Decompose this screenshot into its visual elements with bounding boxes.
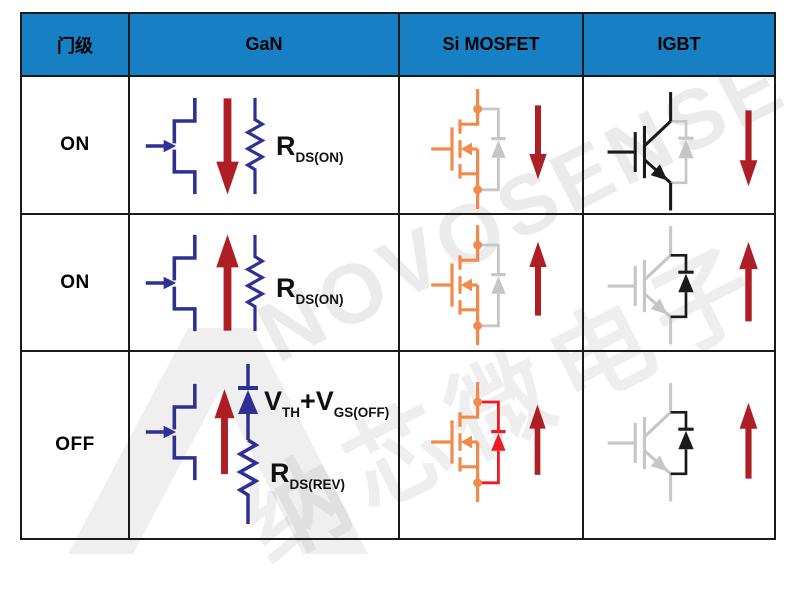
cell-si-mosfet-row1: [400, 77, 584, 215]
header-si-mosfet-label: Si MOSFET: [442, 34, 540, 54]
current-up-arrow-icon: [526, 402, 549, 478]
rdson-label: RDS(ON): [276, 131, 344, 165]
si-mosfet-icon: [429, 225, 508, 345]
header-gan-label: GaN: [245, 34, 283, 54]
cell-si-mosfet-row3: [400, 352, 584, 538]
header-gan: GaN: [130, 14, 400, 77]
gan-transistor-icon: [144, 96, 197, 196]
cell-si-mosfet-row2: [400, 215, 584, 352]
igbt-icon: [606, 90, 696, 212]
comparison-diagram: NOVOSENSE 纳芯微电子 门级 GaN Si MOSFET IGBT ON…: [20, 12, 790, 583]
cell-gate-state-row1: ON: [22, 77, 130, 215]
header-igbt-label: IGBT: [657, 34, 701, 54]
antiparallel-diode-icon: [669, 410, 696, 476]
current-up-arrow-icon: [214, 231, 241, 335]
current-up-arrow-icon: [736, 239, 761, 325]
cell-gan-row1: RDS(ON): [130, 77, 400, 215]
gan-transistor-icon: [144, 233, 197, 333]
body-diode-icon: [479, 243, 508, 328]
gate-state-label: ON: [60, 271, 90, 293]
vth-vgsoff-label: VTH+VGS(OFF): [264, 386, 390, 420]
cell-igbt-row1: [584, 77, 774, 215]
body-diode-conducting-icon: [479, 400, 508, 485]
antiparallel-diode-icon: [669, 253, 696, 319]
current-down-arrow-icon: [214, 94, 241, 198]
resistor-icon: [246, 96, 264, 196]
current-down-arrow-icon: [526, 102, 550, 182]
header-gate-level: 门级: [22, 14, 130, 77]
rdson-label: RDS(ON): [276, 273, 344, 307]
gan-transistor-icon: [144, 382, 197, 482]
header-igbt: IGBT: [584, 14, 774, 77]
si-mosfet-icon: [429, 89, 508, 209]
current-up-arrow-icon: [736, 400, 761, 482]
comparison-table: 门级 GaN Si MOSFET IGBT ON RDS(ON): [20, 12, 776, 540]
cell-gate-state-row3: OFF: [22, 352, 130, 538]
current-up-arrow-icon: [212, 386, 237, 478]
antiparallel-diode-icon: [669, 119, 696, 185]
cell-igbt-row2: [584, 215, 774, 352]
header-gate-level-label: 门级: [57, 35, 93, 56]
header-si-mosfet: Si MOSFET: [400, 14, 584, 77]
igbt-icon: [606, 224, 696, 346]
current-up-arrow-icon: [526, 239, 550, 319]
cell-gan-row2: RDS(ON): [130, 215, 400, 352]
body-diode-icon: [479, 107, 508, 192]
si-mosfet-icon: [429, 382, 508, 502]
cell-igbt-row3: [584, 352, 774, 538]
cell-gate-state-row2: ON: [22, 215, 130, 352]
rdsrev-label: RDS(REV): [270, 458, 346, 492]
gate-state-label: ON: [60, 134, 90, 155]
gan-reverse-diode-resistor-icon: [236, 364, 260, 526]
igbt-icon: [606, 381, 696, 503]
resistor-icon: [246, 233, 264, 333]
gate-state-label: OFF: [55, 434, 95, 455]
current-down-arrow-icon: [736, 107, 761, 189]
cell-gan-row3: VTH+VGS(OFF) RDS(REV): [130, 352, 400, 538]
